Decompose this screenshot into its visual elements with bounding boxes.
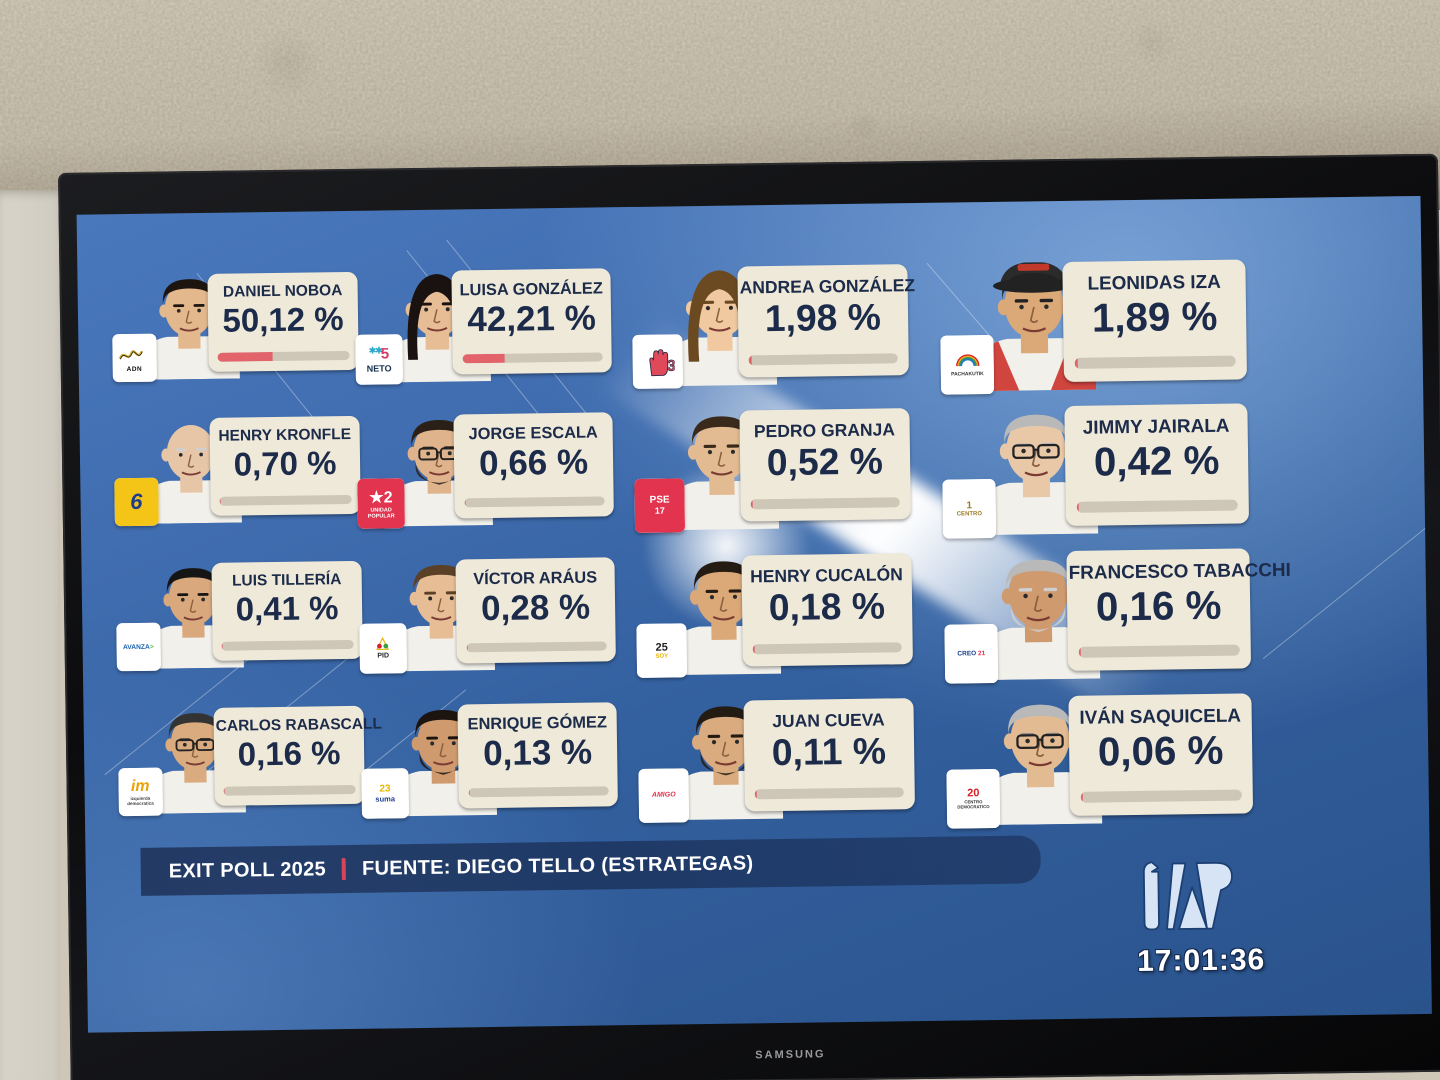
svg-text:3: 3: [667, 357, 675, 374]
